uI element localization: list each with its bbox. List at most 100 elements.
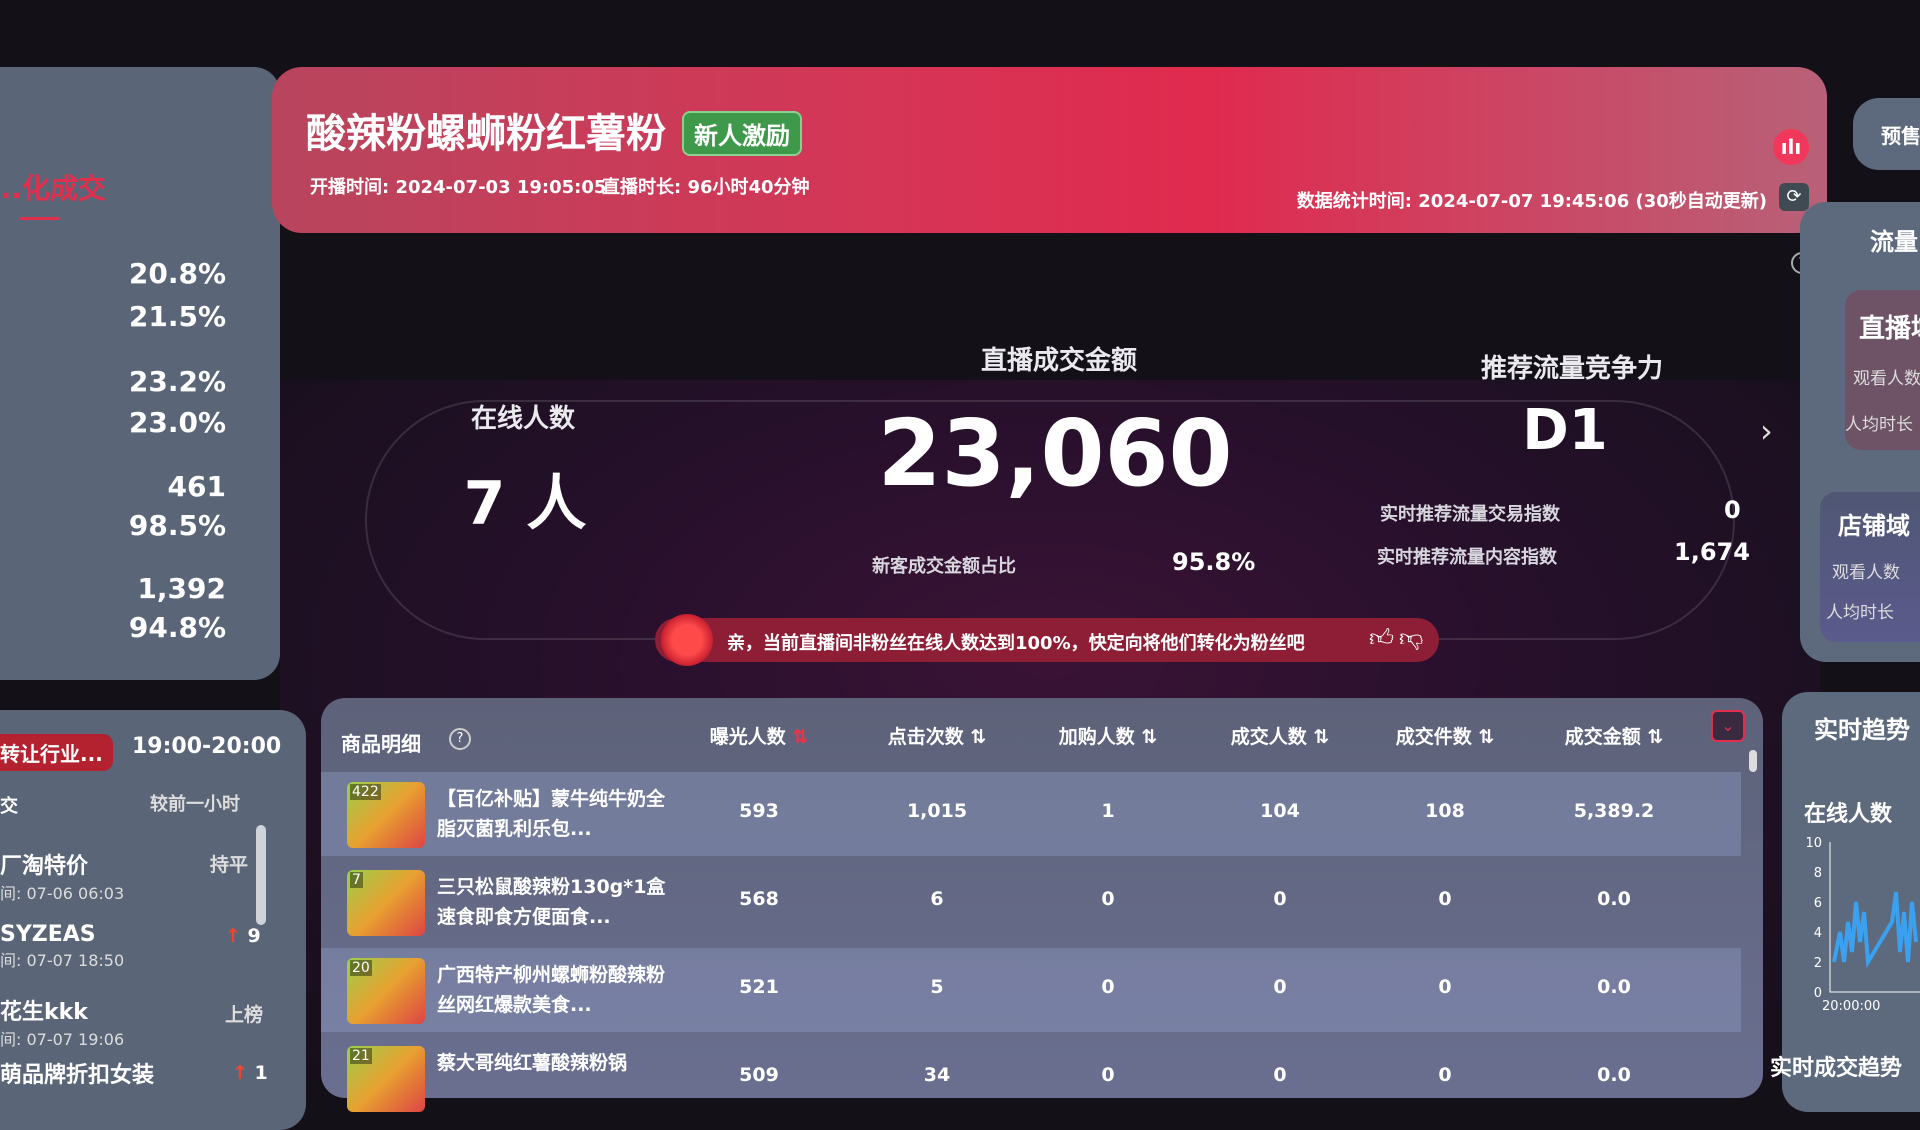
stat-value: 21.5% [128, 300, 226, 333]
stat-time: 数据统计时间: 2024-07-07 19:45:06 (30秒自动更新) [1296, 191, 1767, 212]
avg-time-label: 人均时长 [1826, 603, 1894, 623]
table-cell: 104 [1260, 800, 1300, 822]
start-time: 开播时间: 2024-07-03 19:05:05 [310, 177, 607, 198]
refresh-button[interactable]: ⟳ [1779, 183, 1809, 211]
product-name[interactable]: 广西特产柳州螺蛳粉酸辣粉丝网红爆款美食... [437, 964, 666, 1016]
y-tick-label: 4 [1814, 926, 1822, 941]
up-arrow-icon: ↑ [225, 925, 241, 947]
product-name[interactable]: 三只松鼠酸辣粉130g*1盒速食即食方便面食... [437, 876, 666, 928]
collapse-button[interactable]: ⌄ [1711, 710, 1745, 742]
online-chart-title: 在线人数 [1804, 802, 1893, 827]
chart-axis [1829, 842, 1920, 993]
table-cell: 6 [930, 888, 944, 910]
column-header[interactable]: 成交人数 ⇅ [1231, 722, 1330, 749]
table-row[interactable]: 20 广西特产柳州螺蛳粉酸辣粉丝网红爆款美食... 521 5 0 0 0 0.0 [321, 948, 1741, 1032]
rank-item-name: 花生kkk [0, 1000, 88, 1025]
online-label: 在线人数 [470, 404, 576, 434]
live-domain-card[interactable]: 直播域 观看人数 人均时长 [1845, 290, 1920, 450]
rank-item[interactable]: 花生kkk 间: 07-07 19:06 [0, 994, 124, 1050]
table-cell: 1,015 [906, 800, 968, 822]
rank-change: 持平 [210, 854, 249, 876]
table-cell: 108 [1425, 800, 1465, 822]
table-cell: 1 [1101, 800, 1115, 822]
table-cell: 0 [1273, 1064, 1287, 1086]
stat-value: 461 [167, 470, 226, 503]
x-tick-label: 20:00:00 [1822, 999, 1880, 1014]
column-header[interactable]: 点击次数 ⇅ [888, 722, 987, 749]
table-cell: 0.0 [1597, 976, 1631, 998]
product-thumbnail: 20 [347, 958, 425, 1024]
trend-panel: 实时趋势 在线人数 10 8 6 4 2 0 20:00:00 实时成交趋势 [1770, 692, 1920, 1112]
product-thumbnail: 422 [347, 782, 425, 848]
stat-value: 98.5% [128, 509, 226, 542]
rank-item-name: 厂淘特价 [0, 854, 89, 879]
live-header-banner: 酸辣粉螺蛳粉红薯粉 新人激励 开播时间: 2024-07-03 19:05:05… [272, 67, 1827, 233]
rank-item-time: 间: 07-07 19:06 [0, 1030, 125, 1049]
table-cell: 34 [923, 1064, 951, 1086]
shop-domain-card[interactable]: 店铺域 观看人数 人均时长 [1820, 492, 1920, 642]
chevron-right-icon[interactable]: › [1760, 412, 1773, 450]
table-cell: 0.0 [1597, 1064, 1631, 1086]
shop-domain-label: 店铺域 [1838, 512, 1910, 540]
scrollbar[interactable] [256, 825, 266, 925]
thumbs-up-icon[interactable]: 👍︎ [1369, 624, 1395, 652]
trade-index-value: 0 [1724, 496, 1741, 524]
table-row[interactable]: 21 蔡大哥纯红薯酸辣粉锅 509 34 0 0 0 0.0 [321, 1036, 1741, 1120]
stat-value: 23.2% [128, 365, 226, 398]
y-tick-label: 10 [1805, 836, 1822, 851]
sort-icon: ⇅ [1141, 726, 1158, 748]
column-label: 曝光人数 [709, 726, 786, 748]
product-name[interactable]: 蔡大哥纯红薯酸辣粉锅 [437, 1052, 628, 1074]
thumbs-down-icon[interactable]: 👎︎ [1399, 624, 1424, 652]
table-row[interactable]: 7 三只松鼠酸辣粉130g*1盒速食即食方便面食... 568 6 0 0 0 0.0 [321, 860, 1741, 944]
content-index-value: 1,674 [1674, 538, 1750, 566]
table-cell: 0.0 [1597, 888, 1631, 910]
column-header[interactable]: 加购人数 ⇅ [1059, 722, 1158, 749]
product-table: 商品明细 ? 曝光人数 ⇅ 点击次数 ⇅ 加购人数 ⇅ 成交人数 ⇅ 成交件数 … [321, 698, 1763, 1112]
table-cell: 0 [1438, 888, 1452, 910]
trend-title: 实时趋势 [1814, 716, 1910, 744]
rank-item-name: SYZEAS [0, 922, 96, 947]
rec-label: 推荐流量竞争力 [1480, 354, 1664, 384]
table-cell: 509 [739, 1064, 779, 1086]
gmv-value: 23,060 [877, 400, 1233, 507]
rank-item[interactable]: 萌品牌折扣女装 [0, 1057, 154, 1089]
notice-bar: 亲，当前直播间非粉丝在线人数达到100%，快定向将他们转化为粉丝吧 👍︎ 👎︎ [655, 614, 1439, 666]
rank-item[interactable]: 厂淘特价 间: 07-06 06:03 [0, 848, 124, 904]
industry-tag[interactable]: 转让行业... [0, 734, 113, 771]
new-ratio-value: 95.8% [1172, 548, 1256, 576]
product-thumbnail: 21 [347, 1046, 425, 1112]
rank-change: 1 [254, 1062, 268, 1084]
traffic-title: 流量 [1870, 228, 1918, 256]
sort-icon: ⇅ [792, 726, 809, 748]
sort-icon: ⇅ [1313, 726, 1330, 748]
trade-index-label: 实时推荐流量交易指数 [1380, 504, 1560, 525]
table-cell: 0 [1273, 976, 1287, 998]
table-title: 商品明细 [341, 732, 421, 756]
traffic-panel: 流量 直播域 观看人数 人均时长 店铺域 观看人数 人均时长 [1800, 202, 1920, 662]
y-tick-label: 6 [1814, 896, 1822, 911]
rank-item[interactable]: SYZEAS 间: 07-07 18:50 [0, 922, 124, 971]
product-index: 422 [350, 784, 381, 800]
avg-time-label: 人均时长 [1845, 415, 1913, 435]
left-rank-panel: 转让行业... 19:00-20:00 交 较前一小时 厂淘特价 间: 07-0… [0, 710, 306, 1130]
column-header[interactable]: 成交金额 ⇅ [1565, 722, 1664, 749]
column-header[interactable]: 曝光人数 ⇅ [710, 722, 809, 749]
stat-value: 23.0% [128, 406, 226, 439]
live-domain-label: 直播域 [1859, 314, 1920, 344]
scrollbar[interactable] [1749, 750, 1757, 772]
table-row[interactable]: 422 【百亿补贴】蒙牛纯牛奶全脂灭菌乳利乐包... 593 1,015 1 104 108… [321, 772, 1741, 856]
table-cell: 5,389.2 [1573, 800, 1655, 822]
up-arrow-icon: ↑ [232, 1062, 248, 1084]
column-header[interactable]: 成交件数 ⇅ [1396, 722, 1495, 749]
sort-icon: ⇅ [970, 726, 987, 748]
help-icon[interactable]: ? [449, 728, 471, 750]
presale-button[interactable]: 预售 [1853, 98, 1920, 170]
content-index-label: 实时推荐流量内容指数 [1377, 547, 1557, 568]
product-name[interactable]: 【百亿补贴】蒙牛纯牛奶全脂灭菌乳利乐包... [437, 788, 666, 840]
online-trend-chart: 10 8 6 4 2 020:00:00 [1805, 836, 1920, 1014]
chart-icon[interactable]: ılı [1773, 129, 1809, 165]
notice-text: 亲，当前直播间非粉丝在线人数达到100%，快定向将他们转化为粉丝吧 [727, 633, 1305, 654]
bell-icon [661, 614, 713, 666]
rank-change: 9 [247, 925, 261, 947]
